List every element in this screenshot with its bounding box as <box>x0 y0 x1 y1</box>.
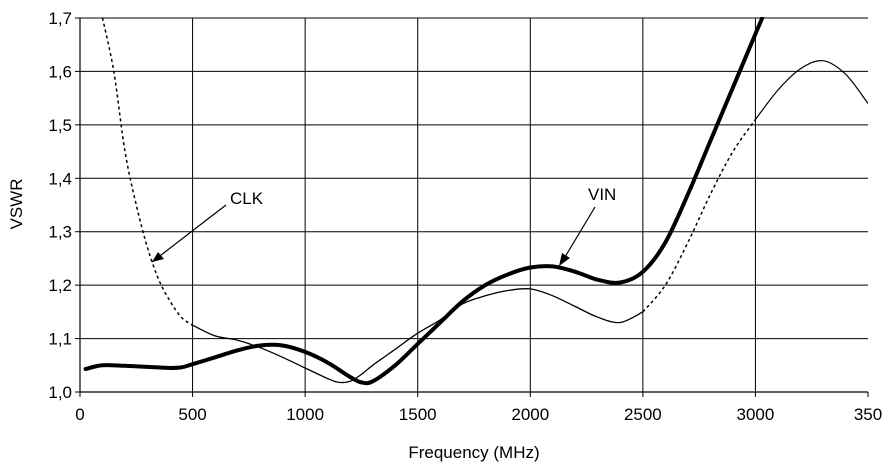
annotation-clk-arrowhead <box>152 252 164 262</box>
y-tick-label: 1,7 <box>48 9 72 28</box>
series-line-vin <box>83 17 765 386</box>
annotation-vin-arrow-line <box>561 206 596 263</box>
y-tick-label: 1,3 <box>48 223 72 242</box>
x-tick-label: 350 <box>854 405 882 424</box>
series-line-clk-rise <box>642 119 757 313</box>
y-tick-label: 1,1 <box>48 330 72 349</box>
axes <box>75 17 869 397</box>
y-axis-title: VSWR <box>7 179 26 230</box>
series-line-clk-tail <box>754 60 868 120</box>
y-tick-label: 1,0 <box>48 383 72 402</box>
series-line-clk-start <box>101 17 194 326</box>
tick-labels: 0 500 1000 1500 2000 2500 3000 350 1,0 1,1 1,2 1,3 1… <box>48 9 882 424</box>
annotation-clk-arrow-line <box>151 204 227 263</box>
x-tick-label: 2500 <box>624 405 662 424</box>
annotation-vin-label: VIN <box>588 185 616 204</box>
y-tick-label: 1,2 <box>48 276 72 295</box>
x-axis-title: Frequency (MHz) <box>408 443 539 462</box>
annotations: CLK VIN <box>151 185 616 266</box>
x-tick-label: 500 <box>178 405 206 424</box>
y-tick-label: 1,5 <box>48 116 72 135</box>
y-tick-label: 1,4 <box>48 169 72 188</box>
x-tick-label: 1000 <box>286 405 324 424</box>
x-tick-label: 3000 <box>737 405 775 424</box>
x-tick-label: 1500 <box>399 405 437 424</box>
x-tick-label: 2000 <box>511 405 549 424</box>
grid-lines <box>80 17 868 392</box>
series-layer <box>83 17 868 386</box>
y-tick-label: 1,6 <box>48 62 72 81</box>
annotation-vin-arrowhead <box>559 253 570 266</box>
annotation-clk-label: CLK <box>230 189 264 208</box>
x-tick-label: 0 <box>75 405 84 424</box>
series-line-clk-mid <box>192 287 644 384</box>
